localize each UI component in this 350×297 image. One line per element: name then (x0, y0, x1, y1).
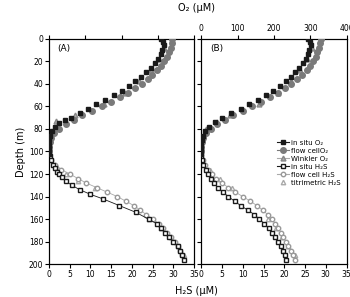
Text: H₂S (μM): H₂S (μM) (175, 285, 217, 296)
Text: O₂ (μM): O₂ (μM) (177, 3, 215, 13)
Legend: in situ O₂, flow cellO₂, Winkler O₂, in situ H₂S, flow cell H₂S, titrimetric H₂S: in situ O₂, flow cellO₂, Winkler O₂, in … (275, 138, 343, 188)
Text: (A): (A) (58, 44, 71, 53)
Text: (B): (B) (210, 44, 223, 53)
Y-axis label: Depth (m): Depth (m) (16, 126, 26, 177)
